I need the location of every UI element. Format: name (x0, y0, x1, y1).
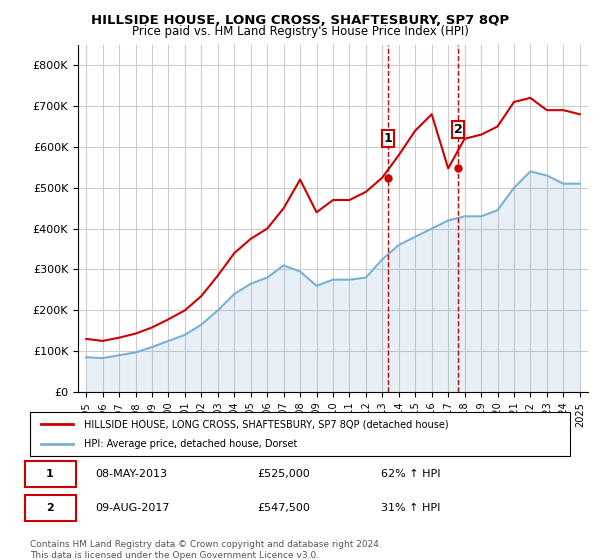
FancyBboxPatch shape (25, 461, 76, 487)
Text: HPI: Average price, detached house, Dorset: HPI: Average price, detached house, Dors… (84, 439, 298, 449)
Text: 1: 1 (46, 469, 54, 479)
Text: Price paid vs. HM Land Registry's House Price Index (HPI): Price paid vs. HM Land Registry's House … (131, 25, 469, 38)
Text: 31% ↑ HPI: 31% ↑ HPI (381, 503, 440, 513)
Text: 62% ↑ HPI: 62% ↑ HPI (381, 469, 440, 479)
Text: 2: 2 (454, 123, 463, 136)
Text: £525,000: £525,000 (257, 469, 310, 479)
Text: £547,500: £547,500 (257, 503, 310, 513)
Text: 1: 1 (384, 132, 392, 145)
Text: 09-AUG-2017: 09-AUG-2017 (95, 503, 169, 513)
FancyBboxPatch shape (25, 495, 76, 521)
Text: Contains HM Land Registry data © Crown copyright and database right 2024.
This d: Contains HM Land Registry data © Crown c… (30, 540, 382, 560)
FancyBboxPatch shape (30, 412, 570, 456)
Text: 2: 2 (46, 503, 54, 513)
Text: HILLSIDE HOUSE, LONG CROSS, SHAFTESBURY, SP7 8QP (detached house): HILLSIDE HOUSE, LONG CROSS, SHAFTESBURY,… (84, 419, 449, 429)
Text: HILLSIDE HOUSE, LONG CROSS, SHAFTESBURY, SP7 8QP: HILLSIDE HOUSE, LONG CROSS, SHAFTESBURY,… (91, 14, 509, 27)
Text: 08-MAY-2013: 08-MAY-2013 (95, 469, 167, 479)
